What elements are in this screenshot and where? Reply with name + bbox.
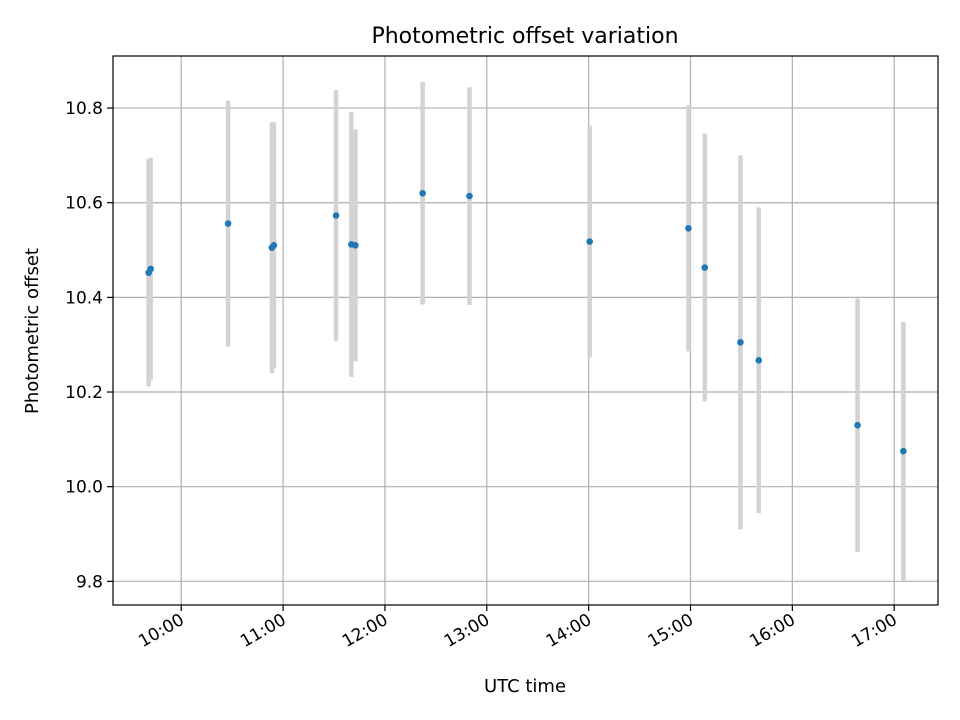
errorbar-layer [149, 82, 904, 580]
data-point [701, 264, 708, 271]
x-tick-label: 11:00 [237, 610, 289, 652]
x-tick-label: 16:00 [746, 610, 798, 652]
x-tick-label: 13:00 [441, 610, 493, 652]
data-point [586, 238, 593, 245]
data-point [685, 225, 692, 232]
plot-frame [113, 56, 938, 605]
y-axis: 9.8 10.0 10.2 10.4 10.6 10.8 [65, 99, 113, 592]
x-tick-label: 10:00 [135, 610, 187, 652]
grid-layer [113, 56, 938, 605]
y-tick-label: 10.0 [65, 478, 103, 498]
data-point [466, 193, 473, 200]
data-point [271, 242, 278, 249]
x-tick-label: 17:00 [848, 610, 900, 652]
data-point [737, 339, 744, 346]
data-point [419, 190, 426, 197]
x-axis: 10:00 11:00 12:00 13:00 14:00 15:00 16:00 17:00 [135, 605, 900, 652]
x-axis-label: UTC time [484, 676, 566, 697]
data-point [333, 212, 340, 219]
data-point [225, 220, 232, 227]
x-tick-label: 15:00 [645, 610, 697, 652]
y-tick-label: 10.4 [65, 288, 103, 308]
y-tick-label: 10.2 [65, 383, 103, 403]
y-axis-label: Photometric offset [22, 248, 43, 414]
y-tick-label: 9.8 [76, 572, 103, 592]
data-point [755, 357, 762, 364]
chart-title: Photometric offset variation [371, 24, 678, 49]
data-point [900, 448, 907, 455]
x-tick-label: 14:00 [543, 610, 595, 652]
data-point [352, 242, 359, 249]
data-point [147, 266, 154, 273]
y-tick-label: 10.8 [65, 99, 103, 119]
data-point [854, 422, 861, 429]
x-tick-label: 12:00 [339, 610, 391, 652]
y-tick-label: 10.6 [65, 194, 103, 214]
